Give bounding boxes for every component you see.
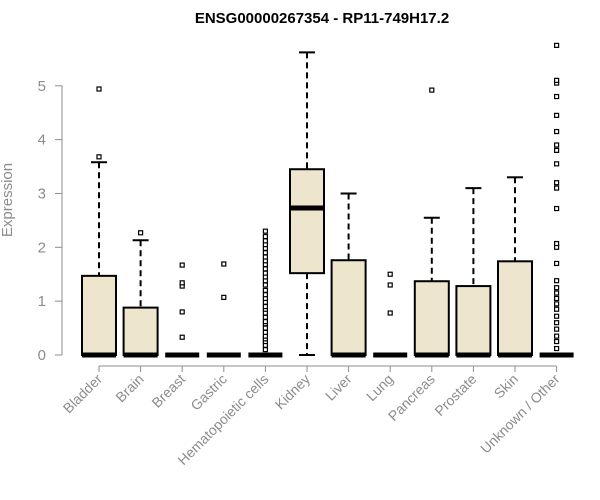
outlier-point	[553, 260, 560, 267]
x-tick-label: Liver	[322, 371, 355, 404]
outlier-point	[553, 326, 560, 332]
outlier-point	[262, 314, 268, 320]
outlier-point	[553, 240, 560, 247]
outlier-point	[553, 112, 560, 118]
box-group	[539, 42, 574, 358]
x-tick-label: Unknown / Other	[477, 371, 563, 457]
box-group	[206, 261, 241, 358]
outlier-point	[179, 309, 185, 315]
outlier-point	[262, 292, 268, 298]
outlier-point	[262, 254, 268, 260]
outlier-point	[96, 86, 102, 92]
outlier-point	[262, 238, 268, 244]
outlier-point	[553, 161, 560, 167]
y-axis: 0 1 2 3 4 5	[38, 78, 63, 364]
outlier-point	[553, 338, 560, 345]
box-iqr	[497, 260, 533, 356]
box-group	[122, 230, 159, 358]
y-axis-label: Expression	[0, 163, 16, 237]
box-iqr	[330, 259, 367, 357]
outlier-point	[179, 262, 185, 268]
outlier-point	[262, 303, 268, 310]
x-tick-label: Bladder	[60, 371, 106, 417]
y-tick-label: 3	[38, 185, 46, 202]
outlier-point	[387, 282, 393, 288]
outlier-point	[553, 147, 560, 153]
outlier-point	[553, 77, 560, 83]
x-tick-label: Kidney	[272, 371, 314, 413]
x-tick-label: Skin	[491, 371, 522, 402]
outlier-point	[553, 93, 560, 100]
outlier-point	[262, 270, 268, 276]
outlier-point	[553, 278, 560, 284]
box-group	[165, 262, 200, 358]
y-tick-label: 0	[38, 347, 46, 364]
outlier-point	[553, 185, 560, 191]
box-group	[413, 87, 450, 358]
box-group	[81, 86, 117, 358]
outlier-point	[262, 329, 268, 335]
chart-title: ENSG00000267354 - RP11-749H17.2	[195, 10, 449, 27]
outlier-point	[429, 87, 435, 93]
outlier-point	[553, 320, 560, 326]
outlier-point	[262, 287, 268, 293]
outlier-point	[553, 205, 560, 212]
outlier-point	[553, 285, 560, 291]
y-tick-label: 2	[38, 239, 46, 256]
box-iqr	[455, 285, 492, 357]
outlier-point	[262, 228, 268, 234]
x-tick-label: Brain	[112, 371, 146, 405]
outlier-point	[138, 230, 144, 236]
x-tick-label: Breast	[148, 371, 188, 411]
outlier-point	[262, 319, 268, 325]
outlier-point	[553, 306, 560, 312]
box-iqr	[413, 280, 450, 357]
outlier-point	[179, 334, 185, 340]
y-tick-label: 4	[38, 132, 46, 149]
outlier-point	[262, 282, 268, 288]
outlier-point	[96, 154, 102, 160]
box-iqr	[122, 306, 159, 357]
box-iqr	[81, 274, 117, 357]
box-group	[373, 271, 408, 358]
outlier-point	[221, 261, 227, 267]
outlier-point	[553, 290, 560, 296]
box-group	[289, 51, 325, 356]
outlier-point	[553, 301, 560, 307]
outlier-point	[553, 313, 560, 319]
outlier-point	[221, 294, 227, 300]
outlier-point	[262, 233, 268, 240]
outlier-point	[553, 295, 560, 302]
outlier-point	[179, 280, 185, 286]
outlier-point	[262, 347, 268, 353]
x-tick-label: Lung	[363, 371, 396, 404]
outlier-point	[262, 250, 268, 256]
y-tick-label: 1	[38, 293, 46, 310]
outlier-point	[553, 345, 560, 352]
outlier-point	[553, 180, 560, 186]
box-group	[455, 187, 492, 358]
outlier-point	[262, 325, 268, 331]
box-group	[497, 176, 533, 358]
outlier-point	[553, 142, 560, 148]
outlier-point	[553, 42, 560, 48]
outlier-point	[553, 128, 560, 135]
box-group	[330, 192, 367, 358]
outlier-point	[387, 271, 393, 277]
box-iqr	[289, 168, 325, 275]
outlier-point	[553, 333, 560, 339]
plot-area	[81, 42, 574, 358]
outlier-point	[387, 310, 393, 316]
x-tick-label: Prostate	[431, 371, 479, 419]
box-group	[248, 228, 283, 358]
outlier-point	[262, 266, 268, 272]
y-tick-label: 5	[38, 78, 46, 95]
